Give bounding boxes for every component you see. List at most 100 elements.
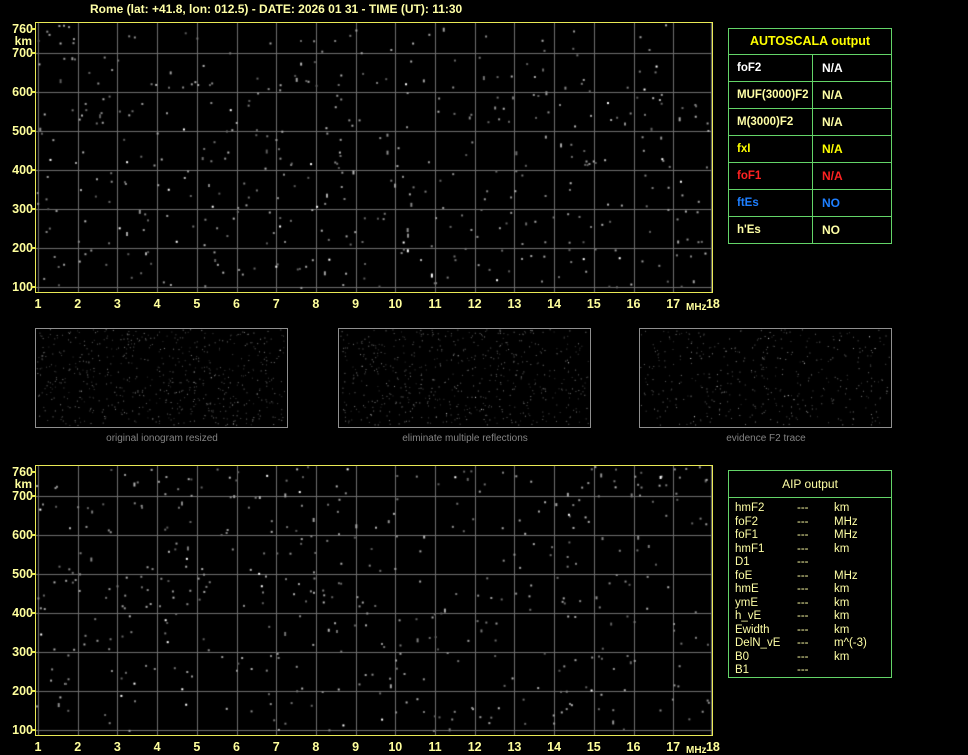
param-label: D1 xyxy=(735,556,750,568)
x-tick-label: 12 xyxy=(467,297,482,311)
aip-output-table: AIP output hmF2 --- km foF2 --- MHz foF1 --- MHz… xyxy=(728,470,892,678)
param-unit: MHz xyxy=(834,529,858,541)
y-tick-label: 700 xyxy=(12,45,33,60)
param-label: B1 xyxy=(735,664,750,676)
ionogram-plot-top xyxy=(35,22,713,293)
autoscala-row: foF1 N/A xyxy=(729,163,891,190)
x-tick-label: 4 xyxy=(153,297,161,311)
param-label: h'Es xyxy=(729,217,813,243)
param-label: foF1 xyxy=(729,163,813,189)
x-tick-label: 8 xyxy=(312,740,320,754)
x-tick-label: 11 xyxy=(428,740,442,754)
x-tick-label: 18 xyxy=(705,297,720,311)
y-axis-tick xyxy=(31,572,35,575)
autoscala-row: fxI N/A xyxy=(729,136,891,163)
y-axis-tick xyxy=(31,286,35,289)
param-label: foF2 xyxy=(729,55,813,81)
param-value: --- xyxy=(797,515,809,528)
aip-row: B1 --- xyxy=(729,664,891,678)
x-tick-label: 2 xyxy=(74,740,82,754)
aip-row: DelN_vE --- m^(-3) xyxy=(729,637,891,651)
param-value: --- xyxy=(797,650,809,663)
param-label: h_vE xyxy=(735,610,762,622)
param-value: --- xyxy=(797,610,809,622)
x-tick-label: 16 xyxy=(626,740,641,754)
autoscala-row: foF2 N/A xyxy=(729,55,891,82)
param-value: N/A xyxy=(822,115,843,129)
x-tick-label: 3 xyxy=(113,740,121,754)
x-tick-label: 2 xyxy=(74,297,82,311)
y-axis-tick xyxy=(31,168,35,171)
y-tick-label: 760 xyxy=(12,465,33,479)
y-axis-tick xyxy=(31,90,35,93)
param-value: --- xyxy=(797,637,809,649)
y-tick-label: 300 xyxy=(12,201,33,216)
param-label: foE xyxy=(735,569,753,582)
x-tick-label: 15 xyxy=(586,740,601,754)
x-tick-label: 1 xyxy=(34,740,42,754)
thumbnail-canvas xyxy=(339,329,590,427)
param-label: hmF1 xyxy=(735,542,765,555)
y-axis-tick xyxy=(31,494,35,497)
thumbnail-original-ionogram xyxy=(35,328,288,428)
x-tick-label: 7 xyxy=(272,740,280,754)
y-tick-label: 100 xyxy=(12,723,33,738)
param-label: B0 xyxy=(735,650,750,663)
param-label: fxI xyxy=(729,136,813,162)
param-label: foF2 xyxy=(735,515,759,528)
y-axis-tick xyxy=(31,51,35,54)
x-tick-label: 14 xyxy=(547,740,562,754)
param-value: --- xyxy=(797,623,809,636)
y-axis-tick xyxy=(31,471,35,473)
y-tick-label: 600 xyxy=(12,84,33,99)
x-tick-label: 3 xyxy=(113,297,121,311)
y-axis-tick xyxy=(31,611,35,614)
aip-row: foE --- MHz xyxy=(729,570,891,584)
param-unit: MHz xyxy=(834,569,858,582)
x-tick-label: 4 xyxy=(153,740,161,754)
param-unit xyxy=(834,556,891,570)
aip-row: Ewidth --- km xyxy=(729,624,891,638)
y-axis-tick xyxy=(31,533,35,536)
autoscala-row: MUF(3000)F2 N/A xyxy=(729,82,891,109)
param-label: ymE xyxy=(735,596,758,609)
param-value: --- xyxy=(797,596,809,609)
param-value: --- xyxy=(797,529,809,541)
y-tick-label: 500 xyxy=(12,566,33,581)
param-label: ftEs xyxy=(729,190,813,216)
y-tick-label: 400 xyxy=(12,162,33,177)
x-tick-label: 6 xyxy=(233,740,240,754)
y-tick-label: 300 xyxy=(12,644,33,659)
thumbnail-canvas xyxy=(640,329,891,427)
y-axis-tick xyxy=(31,650,35,653)
y-axis-unit: km xyxy=(14,477,32,491)
x-tick-label: 12 xyxy=(467,740,482,754)
x-axis-unit: MHz xyxy=(686,745,707,755)
x-tick-label: 1 xyxy=(34,297,42,311)
param-value: N/A xyxy=(822,142,843,156)
page-title: Rome (lat: +41.8, lon: 012.5) - DATE: 20… xyxy=(90,2,463,16)
aip-row: D1 --- xyxy=(729,556,891,570)
aip-row: hmF1 --- km xyxy=(729,543,891,557)
y-tick-label: 600 xyxy=(12,527,33,542)
param-unit: km xyxy=(834,610,850,622)
ionogram-plot-bottom xyxy=(35,465,713,736)
param-label: DelN_vE xyxy=(735,637,781,649)
thumbnail-caption: evidence F2 trace xyxy=(726,433,806,444)
ionogram-canvas-bottom xyxy=(36,466,712,735)
param-label: foF1 xyxy=(735,529,759,541)
autoscala-row: M(3000)F2 N/A xyxy=(729,109,891,136)
x-tick-label: 10 xyxy=(388,740,403,754)
aip-row: foF1 --- MHz xyxy=(729,529,891,543)
x-tick-label: 13 xyxy=(507,297,522,311)
param-value: --- xyxy=(797,542,809,555)
thumbnail-caption: original ionogram resized xyxy=(106,433,218,444)
x-tick-label: 7 xyxy=(272,297,280,311)
aip-row: foF2 --- MHz xyxy=(729,516,891,530)
param-unit: km xyxy=(834,502,850,514)
aip-row: hmE --- km xyxy=(729,583,891,597)
autoscala-row: ftEs NO xyxy=(729,190,891,217)
thumbnail-evidence-f2-trace xyxy=(639,328,892,428)
y-axis-tick xyxy=(31,207,35,210)
autoscala-row: h'Es NO xyxy=(729,217,891,243)
